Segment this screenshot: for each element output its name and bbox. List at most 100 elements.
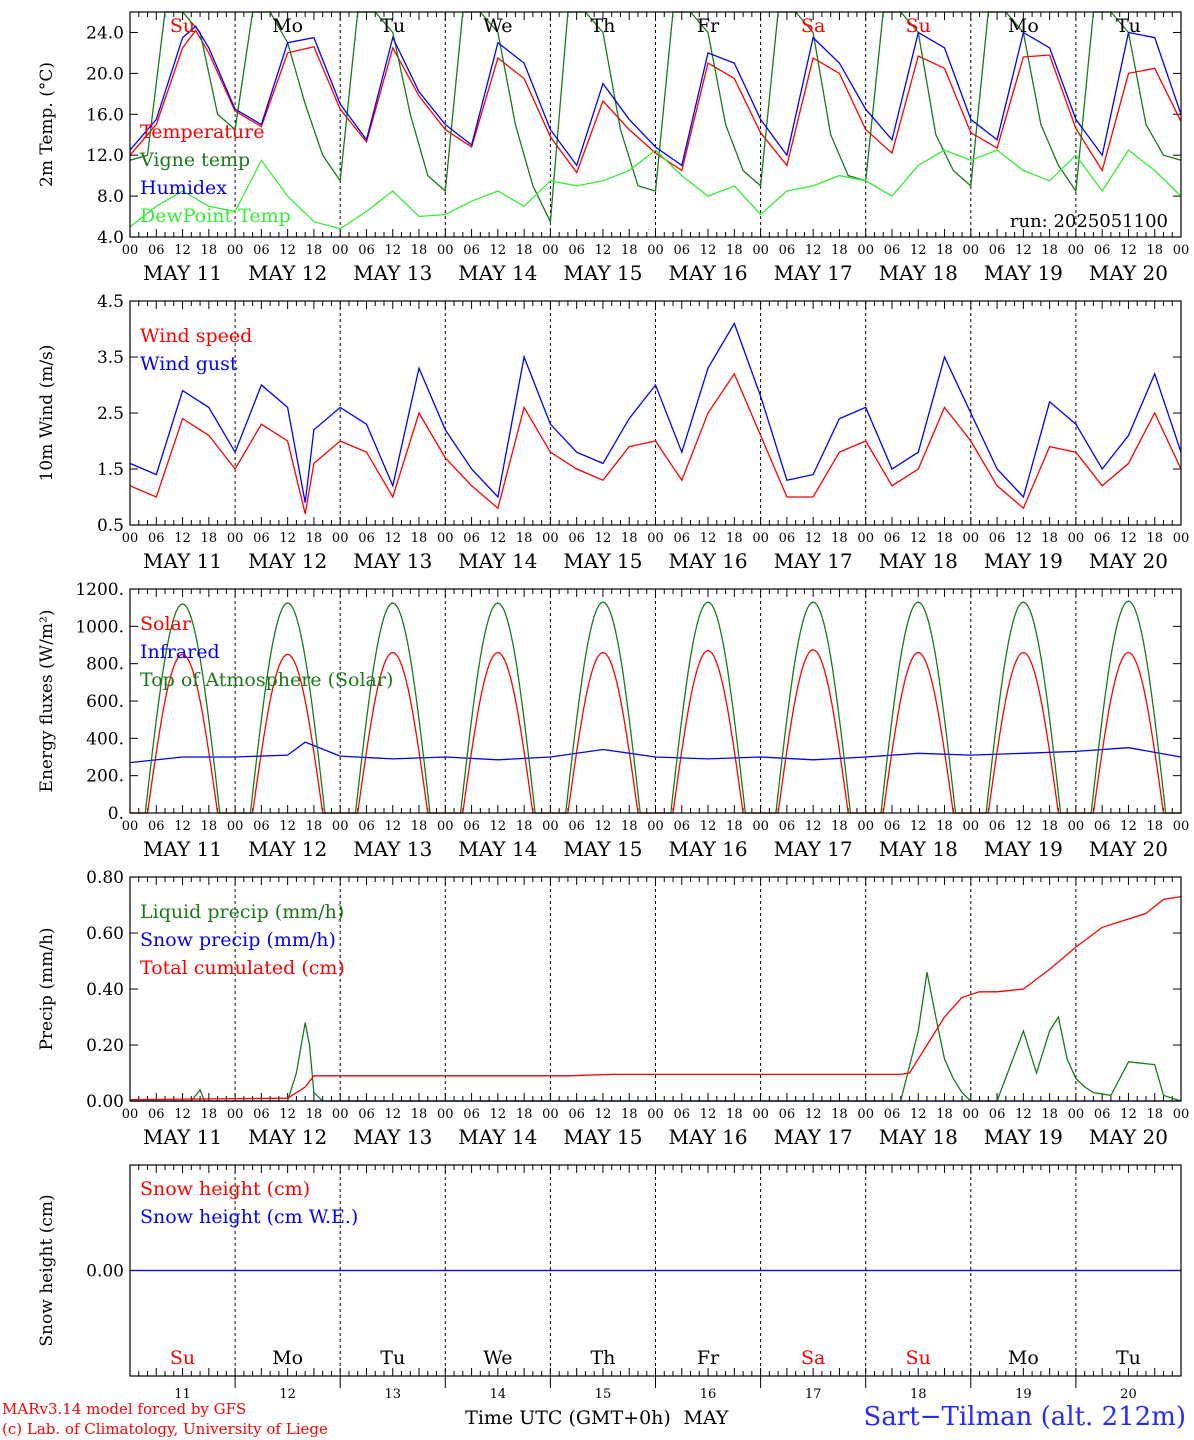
hour-tick-label: 12	[910, 243, 927, 258]
hour-tick-label: 12	[384, 1107, 401, 1122]
weekday-label: Sa	[801, 1347, 825, 1369]
hour-tick-label: 00	[963, 531, 980, 546]
hour-tick-label: 18	[726, 1107, 743, 1122]
legend-entry: Snow height (cm W.E.)	[140, 1206, 358, 1228]
y-tick-label: 0.40	[86, 980, 124, 1000]
hour-tick-label: 12	[700, 243, 717, 258]
hour-tick-label: 12	[700, 819, 717, 834]
hour-tick-label: 18	[411, 1107, 428, 1122]
hour-tick-label: 12	[279, 243, 296, 258]
date-label: MAY 17	[774, 261, 853, 285]
hour-tick-label: 12	[174, 819, 191, 834]
hour-tick-label: 18	[621, 1107, 638, 1122]
date-label: MAY 11	[143, 261, 222, 285]
hour-tick-label: 12	[910, 819, 927, 834]
hour-tick-label: 18	[201, 531, 218, 546]
y-tick-label: 1000.	[75, 617, 124, 637]
hour-tick-label: 00	[1173, 243, 1190, 258]
date-label: MAY 17	[774, 549, 853, 573]
legend-entry: Vigne temp	[139, 149, 250, 171]
weekday-label: Su	[906, 15, 931, 37]
hour-tick-label: 12	[1120, 243, 1137, 258]
hour-tick-label: 12	[595, 531, 612, 546]
hour-tick-label: 12	[174, 243, 191, 258]
date-label: MAY 12	[248, 261, 327, 285]
hour-tick-label: 12	[1120, 1107, 1137, 1122]
hour-tick-label: 18	[411, 243, 428, 258]
hour-tick-label: 06	[779, 531, 796, 546]
legend-entry: Temperature	[140, 121, 264, 143]
weekday-label: Su	[170, 1347, 195, 1369]
legend-entry: Liquid precip (mm/h)	[140, 901, 344, 923]
hour-tick-label: 00	[332, 243, 349, 258]
weekday-label: We	[483, 1347, 512, 1369]
y-axis-label: 2m Temp. (°C)	[37, 62, 57, 187]
hour-tick-label: 12	[595, 243, 612, 258]
hour-tick-label: 00	[752, 1107, 769, 1122]
day-number-label: 17	[805, 1387, 822, 1402]
date-label: MAY 13	[353, 261, 432, 285]
hour-tick-label: 00	[332, 531, 349, 546]
series-line-humidex	[129, 25, 1182, 167]
series-line-wind-speed	[129, 372, 1182, 514]
hour-tick-label: 18	[306, 243, 323, 258]
y-tick-label: 8.0	[97, 187, 124, 207]
hour-tick-label: 06	[253, 1107, 270, 1122]
hour-tick-label: 12	[805, 531, 822, 546]
series-line-temperature	[129, 29, 1182, 174]
hour-tick-label: 00	[857, 243, 874, 258]
hour-tick-label: 18	[516, 531, 533, 546]
hour-tick-label: 18	[201, 1107, 218, 1122]
hour-tick-label: 06	[884, 1107, 901, 1122]
hour-tick-label: 06	[884, 243, 901, 258]
legend-entry: Solar	[140, 613, 192, 635]
y-tick-label: 16.0	[86, 105, 124, 125]
hour-tick-label: 12	[595, 819, 612, 834]
hour-tick-label: 06	[779, 1107, 796, 1122]
y-tick-label: 0.20	[86, 1036, 124, 1056]
date-label: MAY 11	[143, 1125, 222, 1149]
hour-tick-label: 18	[201, 243, 218, 258]
hour-tick-label: 18	[936, 243, 953, 258]
hour-tick-label: 12	[384, 243, 401, 258]
hour-tick-label: 06	[358, 243, 375, 258]
y-tick-label: 0.80	[86, 868, 124, 888]
hour-tick-label: 00	[647, 531, 664, 546]
hour-tick-label: 12	[279, 531, 296, 546]
hour-tick-label: 12	[700, 531, 717, 546]
series-line-liquid-precip-mm-h-	[130, 972, 1182, 1102]
hour-tick-label: 18	[726, 243, 743, 258]
date-label: MAY 14	[458, 837, 537, 861]
lab-credit: (c) Lab. of Climatology, University of L…	[2, 1420, 328, 1438]
hour-tick-label: 12	[384, 819, 401, 834]
weekday-label: Su	[170, 15, 195, 37]
weekday-label: Sa	[801, 15, 825, 37]
hour-tick-label: 06	[884, 819, 901, 834]
date-label: MAY 19	[984, 261, 1063, 285]
day-number-label: 20	[1120, 1387, 1137, 1402]
y-tick-label: 800.	[86, 655, 124, 675]
hour-tick-label: 00	[437, 819, 454, 834]
date-label: MAY 14	[458, 549, 537, 573]
hour-tick-label: 12	[1015, 531, 1032, 546]
hour-tick-label: 06	[989, 819, 1006, 834]
hour-tick-label: 18	[1041, 1107, 1058, 1122]
date-label: MAY 20	[1089, 1125, 1168, 1149]
hour-tick-label: 18	[411, 531, 428, 546]
date-label: MAY 13	[353, 837, 432, 861]
legend-entry: DewPoint Temp	[140, 205, 291, 227]
hour-tick-label: 06	[1094, 1107, 1111, 1122]
day-number-label: 16	[700, 1387, 717, 1402]
y-tick-label: 2.5	[97, 404, 124, 424]
date-label: MAY 14	[458, 261, 537, 285]
hour-tick-label: 00	[752, 819, 769, 834]
weekday-label: Tu	[380, 1347, 405, 1369]
hour-tick-label: 06	[148, 243, 165, 258]
day-number-label: 18	[910, 1387, 927, 1402]
hour-tick-label: 12	[1120, 531, 1137, 546]
legend-entry: Infrared	[140, 641, 220, 663]
hour-tick-label: 18	[306, 531, 323, 546]
legend-entry: Snow height (cm)	[140, 1178, 310, 1200]
y-tick-label: 600.	[86, 692, 124, 712]
